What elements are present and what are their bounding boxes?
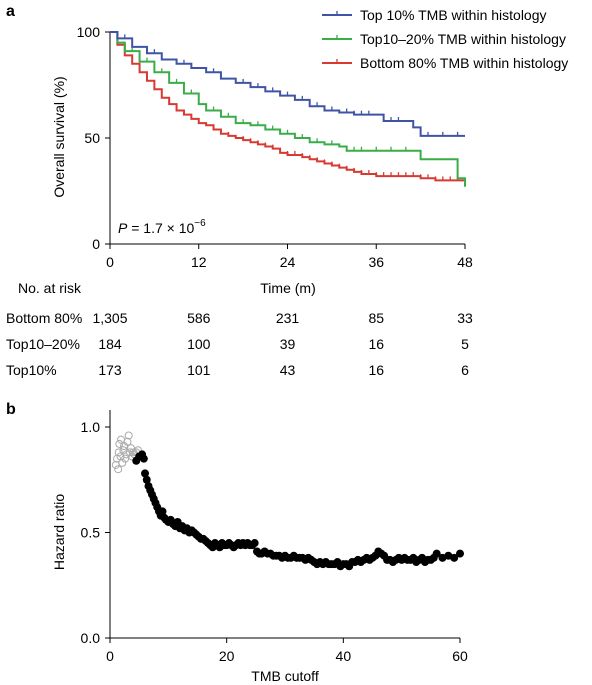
hazard-point bbox=[142, 475, 151, 484]
hazard-point bbox=[456, 549, 464, 558]
survival-axes bbox=[105, 31, 466, 249]
risk-value: 16 bbox=[368, 362, 384, 378]
hazard-point bbox=[432, 549, 441, 558]
p-value: = 1.7 × 10 bbox=[127, 220, 194, 236]
hazard-point-open bbox=[121, 454, 130, 463]
hazard-point-open bbox=[129, 448, 138, 457]
risk-value: 33 bbox=[457, 310, 473, 326]
risk-value: 6 bbox=[461, 362, 469, 378]
hazard-point bbox=[250, 539, 259, 548]
hazard-y-axis-title: Hazard ratio bbox=[51, 494, 67, 570]
hazard-y-tick-label: 0.0 bbox=[81, 630, 101, 646]
hazard-y-tick-label: 0.5 bbox=[81, 525, 101, 541]
risk-value: 231 bbox=[276, 310, 300, 326]
panel-label-b: b bbox=[6, 401, 16, 418]
hazard-point bbox=[139, 454, 148, 463]
survival-legend: Top 10% TMB within histology Top10–20% TM… bbox=[322, 7, 568, 71]
hazard-point bbox=[158, 507, 167, 516]
risk-value: 39 bbox=[280, 336, 296, 352]
risk-value: 85 bbox=[368, 310, 384, 326]
risk-value: 5 bbox=[461, 336, 469, 352]
legend-label: Top10–20% TMB within histology bbox=[360, 31, 566, 47]
hazard-point-open bbox=[123, 437, 132, 446]
hazard-axes bbox=[105, 410, 461, 643]
hazard-point-open bbox=[125, 448, 134, 457]
hazard-x-tick-label: 60 bbox=[452, 648, 468, 664]
survival-x-tick-label: 0 bbox=[106, 254, 114, 270]
risk-value: 173 bbox=[98, 362, 122, 378]
risk-value: 586 bbox=[187, 310, 211, 326]
legend-label: Top 10% TMB within histology bbox=[360, 7, 547, 23]
risk-value: 101 bbox=[187, 362, 211, 378]
risk-row-label: Top10–20% bbox=[6, 336, 80, 352]
survival-y-tick-label: 50 bbox=[84, 130, 100, 146]
risk-table-title: No. at risk bbox=[18, 280, 82, 296]
hazard-x-tick-label: 40 bbox=[336, 648, 352, 664]
hazard-point-open bbox=[114, 448, 123, 457]
survival-y-tick-label: 100 bbox=[77, 24, 101, 40]
hazard-chart: 0.0 0.5 1.0 0 20 40 60 Hazard ratio TMB cutoff bbox=[51, 410, 468, 684]
p-label: P bbox=[118, 220, 128, 236]
hazard-tick-labels: 0.0 0.5 1.0 0 20 40 60 bbox=[81, 419, 468, 664]
hazard-y-tick-label: 1.0 bbox=[81, 419, 101, 435]
panel-label-a: a bbox=[6, 3, 15, 20]
risk-value: 16 bbox=[368, 336, 384, 352]
hazard-point bbox=[450, 553, 459, 562]
survival-x-tick-label: 36 bbox=[368, 254, 384, 270]
hazard-point-open bbox=[124, 431, 133, 440]
hazard-x-tick-label: 20 bbox=[219, 648, 235, 664]
risk-row-label: Top10% bbox=[6, 362, 57, 378]
risk-value: 1,305 bbox=[92, 310, 127, 326]
survival-tick-labels: 0 50 100 0 12 24 36 48 bbox=[77, 24, 473, 270]
risk-value: 43 bbox=[280, 362, 296, 378]
risk-value: 184 bbox=[98, 336, 122, 352]
hazard-point-open bbox=[114, 465, 123, 474]
survival-y-tick-label: 0 bbox=[92, 236, 100, 252]
survival-x-tick-label: 48 bbox=[457, 254, 473, 270]
p-value-annotation: P = 1.7 × 10−6 bbox=[118, 218, 206, 236]
hazard-x-tick-label: 0 bbox=[106, 648, 114, 664]
hazard-point-open bbox=[115, 439, 124, 448]
hazard-points bbox=[111, 431, 464, 571]
hazard-point-open bbox=[118, 458, 127, 467]
risk-value: 100 bbox=[187, 336, 211, 352]
p-exponent: −6 bbox=[194, 218, 206, 229]
survival-y-axis-title: Overall survival (%) bbox=[51, 76, 67, 197]
survival-x-tick-label: 24 bbox=[280, 254, 296, 270]
legend-label: Bottom 80% TMB within histology bbox=[360, 55, 568, 71]
survival-curve bbox=[110, 31, 465, 137]
survival-x-axis-title: Time (m) bbox=[260, 280, 315, 296]
hazard-point-open bbox=[127, 444, 135, 453]
hazard-point bbox=[141, 469, 149, 478]
survival-x-tick-label: 12 bbox=[191, 254, 207, 270]
survival-chart: 0 50 100 0 12 24 36 48 Overall survival (%) Tim… bbox=[51, 7, 568, 296]
risk-row-label: Bottom 80% bbox=[6, 310, 82, 326]
survival-curves bbox=[110, 31, 466, 187]
hazard-x-axis-title: TMB cutoff bbox=[251, 668, 319, 684]
risk-table: No. at risk Bottom 80% 1,305 586 231 85 33 Top… bbox=[6, 280, 473, 378]
